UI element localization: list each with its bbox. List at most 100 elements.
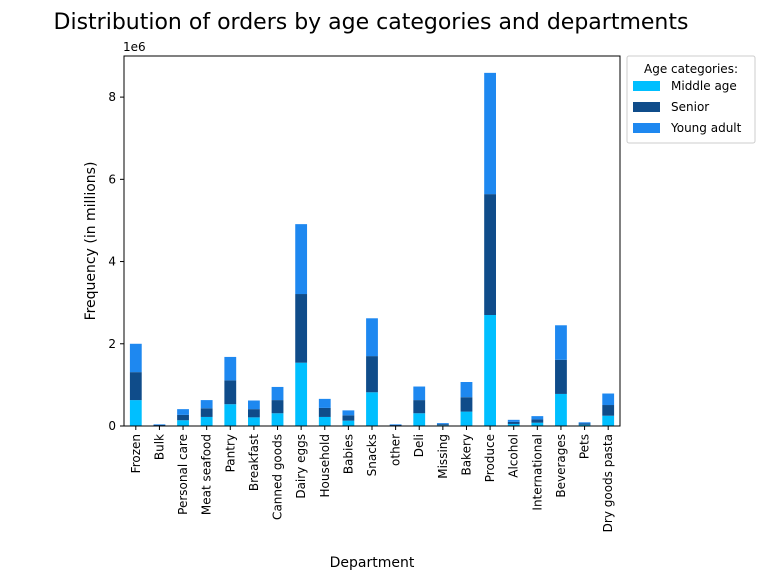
x-tick-label: Household <box>318 434 332 498</box>
bar-segment-middle-age <box>555 394 567 426</box>
bar-segment-young-adult <box>579 422 591 423</box>
bar-segment-senior <box>366 356 378 392</box>
bar-segment-young-adult <box>248 401 260 410</box>
y-tick-label: 4 <box>108 255 116 269</box>
bar-segment-middle-age <box>484 315 496 426</box>
legend-swatch <box>633 102 660 112</box>
bar-segment-young-adult <box>154 424 166 425</box>
bar-segment-young-adult <box>201 400 213 408</box>
bar-segment-middle-age <box>295 363 307 426</box>
bar-segment-young-adult <box>366 318 378 356</box>
x-tick-label: Pantry <box>223 434 237 472</box>
bar-segment-senior <box>461 397 473 411</box>
y-tick-label: 0 <box>108 419 116 433</box>
bar-segment-senior <box>201 408 213 417</box>
bar-segment-senior <box>602 405 614 416</box>
x-tick-label: Dry goods pasta <box>601 434 615 532</box>
bar-segment-middle-age <box>366 392 378 426</box>
y-tick-label: 2 <box>108 337 116 351</box>
bar-segment-senior <box>508 422 520 424</box>
legend-swatch <box>633 81 660 91</box>
bar-segment-young-adult <box>461 382 473 397</box>
bar-segment-senior <box>342 415 354 420</box>
y-tick-label: 6 <box>108 172 116 186</box>
y-axis-label: Frequency (in millions) <box>83 162 99 321</box>
bar-segment-senior <box>437 424 449 425</box>
bar-segment-young-adult <box>602 394 614 406</box>
bar-segment-young-adult <box>555 325 567 360</box>
x-tick-label: Beverages <box>554 434 568 498</box>
bar-segment-young-adult <box>342 410 354 415</box>
bar-segment-young-adult <box>508 420 520 422</box>
x-tick-label: Snacks <box>365 434 379 476</box>
bar-segment-senior <box>177 415 189 420</box>
x-tick-label: Babies <box>341 434 355 474</box>
bar-segment-young-adult <box>272 387 284 400</box>
bar-segment-middle-age <box>201 417 213 426</box>
y-ticks-group: 0 2 4 6 8 <box>108 90 124 433</box>
bar-segment-senior <box>224 380 236 404</box>
x-tick-label: Bulk <box>152 434 166 460</box>
legend-swatch <box>633 123 660 133</box>
bar-segment-middle-age <box>224 404 236 426</box>
x-tick-label: Pets <box>578 434 592 459</box>
bar-segment-middle-age <box>461 412 473 426</box>
x-ticks-group: Frozen Bulk Personal care Meat seafood Pantr… <box>129 426 615 532</box>
chart-title: Distribution of orders by age categories… <box>54 10 689 35</box>
bar-segment-middle-age <box>177 420 189 426</box>
bar-segment-middle-age <box>248 417 260 426</box>
bar-segment-middle-age <box>319 417 331 426</box>
bar-segment-senior <box>295 294 307 363</box>
bars-group <box>130 73 614 426</box>
x-tick-label: Missing <box>436 434 450 479</box>
bar-segment-middle-age <box>342 421 354 426</box>
y-axis-multiplier: 1e6 <box>123 40 146 54</box>
x-tick-label: Bakery <box>459 434 473 476</box>
bar-segment-senior <box>413 400 425 413</box>
bar-segment-young-adult <box>224 357 236 380</box>
x-tick-label: Produce <box>483 434 497 482</box>
bar-segment-senior <box>154 425 166 426</box>
bar-segment-young-adult <box>319 399 331 408</box>
bar-segment-senior <box>484 194 496 315</box>
x-tick-label: Personal care <box>176 434 190 515</box>
bar-segment-middle-age <box>413 413 425 426</box>
legend-entry-label: Young adult <box>670 121 742 135</box>
bar-segment-senior <box>390 425 402 426</box>
legend-entry-label: Middle age <box>671 79 737 93</box>
x-tick-label: Canned goods <box>271 434 285 520</box>
x-tick-label: Deli <box>412 434 426 457</box>
legend: Age categories: Middle age Senior Young ad… <box>627 56 755 143</box>
bar-segment-senior <box>272 400 284 413</box>
bar-segment-middle-age <box>130 400 142 426</box>
x-tick-label: Alcohol <box>507 434 521 478</box>
x-tick-label: Frozen <box>129 434 143 473</box>
bar-segment-young-adult <box>177 409 189 415</box>
x-tick-label: Breakfast <box>247 434 261 491</box>
legend-title: Age categories: <box>644 62 738 76</box>
bar-segment-middle-age <box>602 416 614 426</box>
bar-segment-young-adult <box>390 424 402 425</box>
x-tick-label: Dairy eggs <box>294 434 308 499</box>
bar-segment-senior <box>248 409 260 417</box>
bar-segment-senior <box>555 360 567 394</box>
bar-segment-middle-age <box>272 413 284 426</box>
bar-segment-senior <box>579 424 591 425</box>
bar-segment-senior <box>531 419 543 422</box>
y-tick-label: 8 <box>108 90 116 104</box>
x-axis-label: Department <box>330 555 415 571</box>
x-tick-label: Meat seafood <box>200 434 214 515</box>
legend-entry-label: Senior <box>671 100 709 114</box>
bar-segment-senior <box>319 408 331 417</box>
bar-segment-young-adult <box>130 344 142 372</box>
bar-segment-young-adult <box>437 423 449 424</box>
bar-segment-young-adult <box>295 224 307 294</box>
x-tick-label: other <box>389 434 403 466</box>
bar-segment-young-adult <box>413 387 425 401</box>
bar-segment-young-adult <box>484 73 496 194</box>
bar-segment-young-adult <box>531 416 543 419</box>
bar-segment-senior <box>130 372 142 400</box>
x-tick-label: International <box>530 434 544 511</box>
